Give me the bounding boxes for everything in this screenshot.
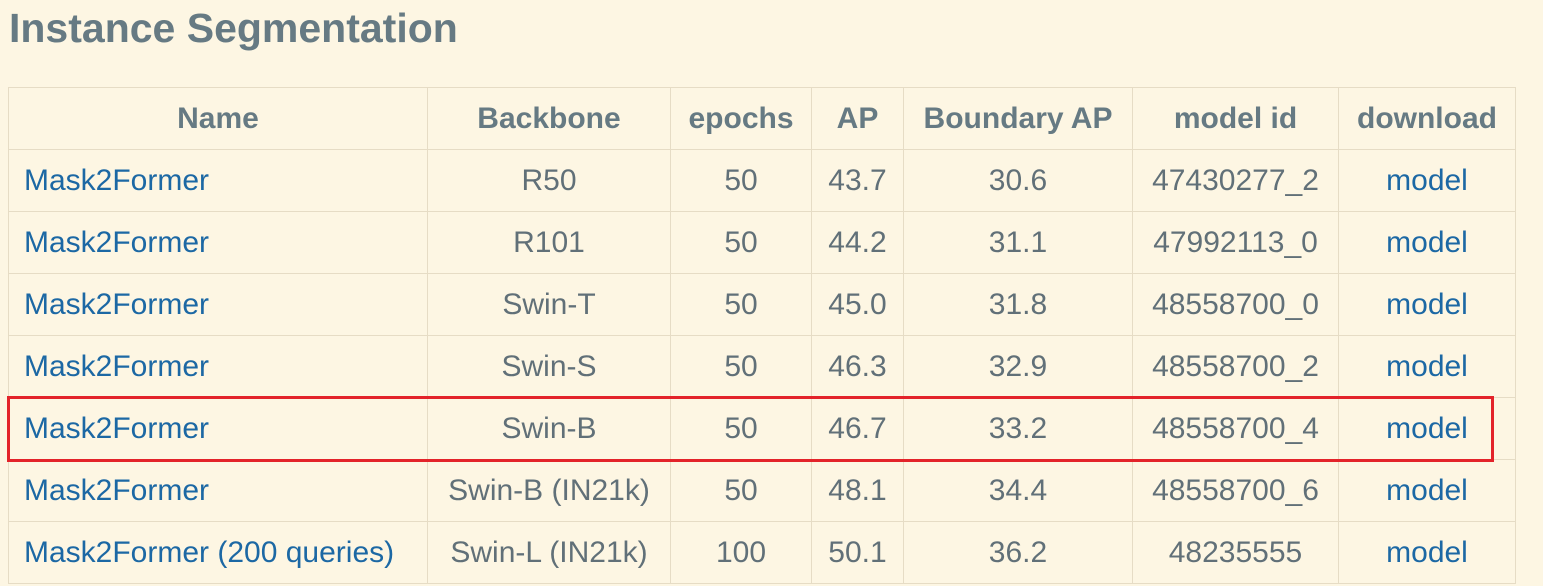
- header-name: Name: [8, 87, 428, 150]
- header-ap: AP: [811, 87, 904, 150]
- model-id-cell: 47992113_0: [1132, 211, 1339, 274]
- model-id-cell: 47430277_2: [1132, 149, 1339, 212]
- download-cell: model: [1338, 397, 1516, 460]
- ap-cell: 43.7: [811, 149, 904, 212]
- backbone-cell: Swin-B (IN21k): [427, 459, 671, 522]
- backbone-cell: Swin-T: [427, 273, 671, 336]
- name-cell: Mask2Former: [8, 335, 428, 398]
- model-name-link[interactable]: Mask2Former: [24, 163, 210, 197]
- header-model-id: model id: [1132, 87, 1339, 150]
- download-model-link[interactable]: model: [1386, 225, 1468, 259]
- model-name-link[interactable]: Mask2Former: [24, 287, 210, 321]
- model-id-cell: 48558700_0: [1132, 273, 1339, 336]
- header-download: download: [1338, 87, 1516, 150]
- model-id-cell: 48558700_6: [1132, 459, 1339, 522]
- backbone-cell: R101: [427, 211, 671, 274]
- epochs-cell: 50: [670, 335, 812, 398]
- download-cell: model: [1338, 459, 1516, 522]
- table-row: Mask2Former Swin-T 50 45.0 31.8 48558700…: [8, 273, 1516, 336]
- download-model-link[interactable]: model: [1386, 473, 1468, 507]
- boundary-ap-cell: 30.6: [903, 149, 1133, 212]
- download-model-link[interactable]: model: [1386, 349, 1468, 383]
- ap-cell: 50.1: [811, 521, 904, 584]
- boundary-ap-cell: 32.9: [903, 335, 1133, 398]
- boundary-ap-cell: 33.2: [903, 397, 1133, 460]
- download-model-link[interactable]: model: [1386, 287, 1468, 321]
- ap-cell: 46.3: [811, 335, 904, 398]
- name-cell: Mask2Former: [8, 211, 428, 274]
- download-cell: model: [1338, 335, 1516, 398]
- header-backbone: Backbone: [427, 87, 671, 150]
- ap-cell: 44.2: [811, 211, 904, 274]
- model-id-cell: 48235555: [1132, 521, 1339, 584]
- header-row: Name Backbone epochs AP Boundary AP mode…: [8, 87, 1516, 150]
- model-id-cell: 48558700_2: [1132, 335, 1339, 398]
- model-name-link[interactable]: Mask2Former: [24, 473, 210, 507]
- table-row: Mask2Former Swin-B (IN21k) 50 48.1 34.4 …: [8, 459, 1516, 522]
- download-model-link[interactable]: model: [1386, 163, 1468, 197]
- ap-cell: 48.1: [811, 459, 904, 522]
- name-cell: Mask2Former (200 queries): [8, 521, 428, 584]
- backbone-cell: R50: [427, 149, 671, 212]
- download-cell: model: [1338, 273, 1516, 336]
- results-table: Name Backbone epochs AP Boundary AP mode…: [8, 87, 1516, 584]
- results-table-wrapper: Name Backbone epochs AP Boundary AP mode…: [8, 87, 1516, 584]
- page-title: Instance Segmentation: [9, 5, 458, 51]
- boundary-ap-cell: 36.2: [903, 521, 1133, 584]
- boundary-ap-cell: 31.1: [903, 211, 1133, 274]
- epochs-cell: 50: [670, 211, 812, 274]
- backbone-cell: Swin-S: [427, 335, 671, 398]
- name-cell: Mask2Former: [8, 459, 428, 522]
- backbone-cell: Swin-B: [427, 397, 671, 460]
- download-model-link[interactable]: model: [1386, 535, 1468, 569]
- model-name-link[interactable]: Mask2Former (200 queries): [24, 535, 395, 569]
- table-row: Mask2Former (200 queries) Swin-L (IN21k)…: [8, 521, 1516, 584]
- epochs-cell: 50: [670, 459, 812, 522]
- download-model-link[interactable]: model: [1386, 411, 1468, 445]
- table-row: Mask2Former R101 50 44.2 31.1 47992113_0…: [8, 211, 1516, 274]
- download-cell: model: [1338, 211, 1516, 274]
- epochs-cell: 50: [670, 149, 812, 212]
- name-cell: Mask2Former: [8, 273, 428, 336]
- header-boundary-ap: Boundary AP: [903, 87, 1133, 150]
- download-cell: model: [1338, 521, 1516, 584]
- boundary-ap-cell: 31.8: [903, 273, 1133, 336]
- ap-cell: 45.0: [811, 273, 904, 336]
- model-name-link[interactable]: Mask2Former: [24, 225, 210, 259]
- model-name-link[interactable]: Mask2Former: [24, 349, 210, 383]
- name-cell: Mask2Former: [8, 149, 428, 212]
- model-id-cell: 48558700_4: [1132, 397, 1339, 460]
- backbone-cell: Swin-L (IN21k): [427, 521, 671, 584]
- name-cell: Mask2Former: [8, 397, 428, 460]
- model-name-link[interactable]: Mask2Former: [24, 411, 210, 445]
- epochs-cell: 100: [670, 521, 812, 584]
- header-epochs: epochs: [670, 87, 812, 150]
- table-row-highlighted: Mask2Former Swin-B 50 46.7 33.2 48558700…: [8, 397, 1516, 460]
- ap-cell: 46.7: [811, 397, 904, 460]
- table-row: Mask2Former R50 50 43.7 30.6 47430277_2 …: [8, 149, 1516, 212]
- download-cell: model: [1338, 149, 1516, 212]
- epochs-cell: 50: [670, 397, 812, 460]
- epochs-cell: 50: [670, 273, 812, 336]
- table-row: Mask2Former Swin-S 50 46.3 32.9 48558700…: [8, 335, 1516, 398]
- boundary-ap-cell: 34.4: [903, 459, 1133, 522]
